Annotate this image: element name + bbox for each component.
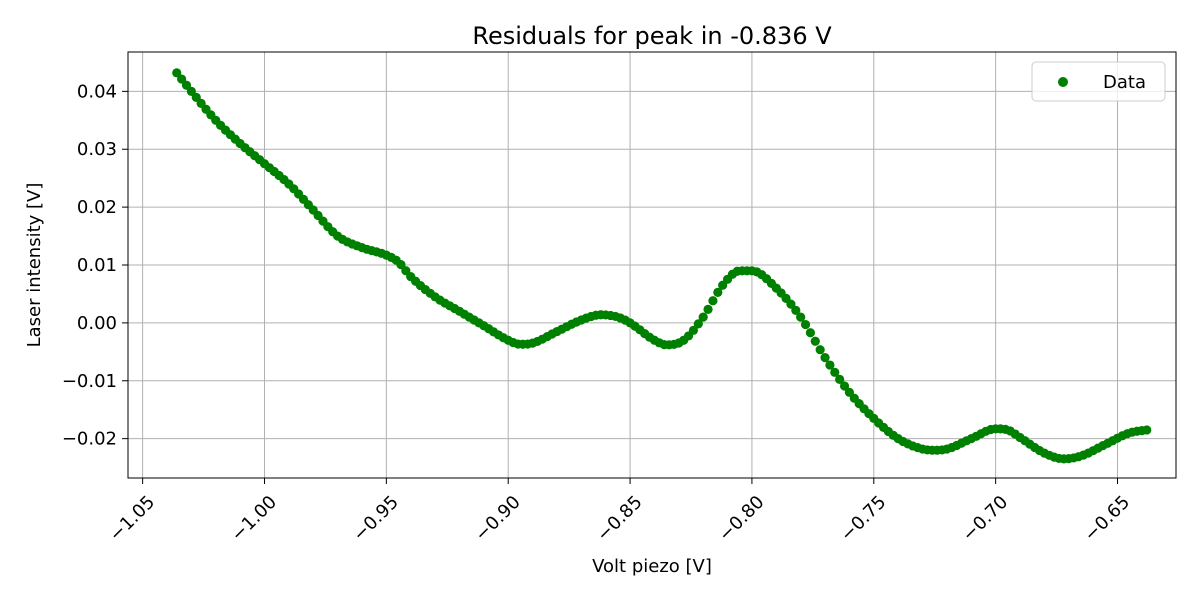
data-point xyxy=(786,299,796,309)
data-points xyxy=(172,68,1152,464)
data-point xyxy=(820,353,830,363)
data-point xyxy=(713,287,723,297)
grid xyxy=(128,52,1176,478)
data-point xyxy=(830,367,840,377)
data-point xyxy=(698,312,708,322)
chart-title: Residuals for peak in -0.836 V xyxy=(472,22,832,50)
data-point xyxy=(708,296,718,306)
data-point xyxy=(800,319,811,330)
data-point xyxy=(177,74,187,84)
y-tick-label: 0.00 xyxy=(77,313,117,334)
x-axis-title: Volt piezo [V] xyxy=(592,556,712,577)
data-point xyxy=(815,345,825,355)
data-point xyxy=(1142,425,1152,435)
data-point xyxy=(703,304,713,314)
y-tick-label: 0.01 xyxy=(77,255,117,276)
legend-marker xyxy=(1058,77,1068,87)
y-tick-label: 0.02 xyxy=(77,197,117,218)
legend-box xyxy=(1031,61,1166,102)
data-point xyxy=(805,328,816,338)
y-tick-label: −0.02 xyxy=(62,429,117,450)
legend: Data xyxy=(1031,61,1166,102)
y-axis-title: Laser intensity [V] xyxy=(24,183,45,348)
data-point xyxy=(839,381,850,391)
legend-label: Data xyxy=(1103,72,1146,93)
data-point xyxy=(810,336,820,346)
data-point xyxy=(693,319,703,329)
y-tick-label: 0.03 xyxy=(77,139,117,160)
data-point xyxy=(688,325,699,335)
y-tick-label: 0.04 xyxy=(77,81,117,102)
y-tick-label: −0.01 xyxy=(62,371,117,392)
data-point xyxy=(825,360,835,370)
data-point xyxy=(835,374,845,384)
data-point xyxy=(796,312,806,322)
data-point xyxy=(791,305,801,315)
data-point xyxy=(396,259,406,270)
data-point xyxy=(172,68,182,78)
